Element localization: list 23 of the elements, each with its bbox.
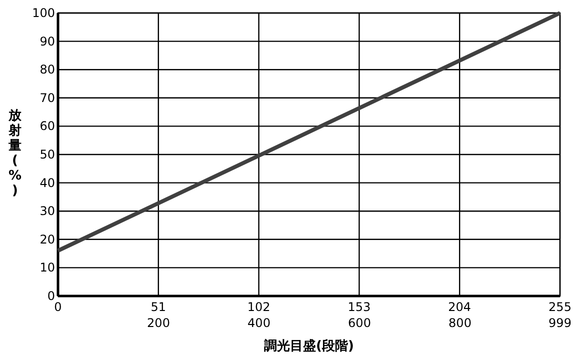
x2-tick-label: 999 <box>548 316 572 330</box>
y-tick-label: 80 <box>40 62 55 77</box>
x-tick-label: 153 <box>348 300 371 314</box>
y-tick-label: 30 <box>40 204 55 218</box>
y-tick-label: 70 <box>40 90 55 105</box>
y-tick-label: 60 <box>40 119 55 134</box>
y-tick-label: 0 <box>47 289 55 303</box>
y-tick-label: 50 <box>40 148 55 162</box>
y-tick-label: 20 <box>40 232 55 246</box>
x-tick-label: 102 <box>247 300 270 314</box>
x2-tick-label: 200 <box>147 316 170 330</box>
x2-tick-label: 800 <box>448 316 472 330</box>
x-tick-label: 204 <box>448 300 472 314</box>
y-tick-label: 40 <box>40 176 55 190</box>
x2-tick-label: 400 <box>248 316 270 330</box>
y-axis-title: 放射量(%) <box>8 108 22 198</box>
y-tick-label: 90 <box>40 34 55 48</box>
y-tick-label: 100 <box>32 6 55 20</box>
x-axis-title: 調光目盛(段階) <box>264 338 354 354</box>
y-tick-label: 10 <box>40 260 55 275</box>
x-tick-label: 255 <box>548 300 572 314</box>
x-tick-label: 51 <box>150 300 166 314</box>
x2-tick-label: 600 <box>348 316 371 330</box>
